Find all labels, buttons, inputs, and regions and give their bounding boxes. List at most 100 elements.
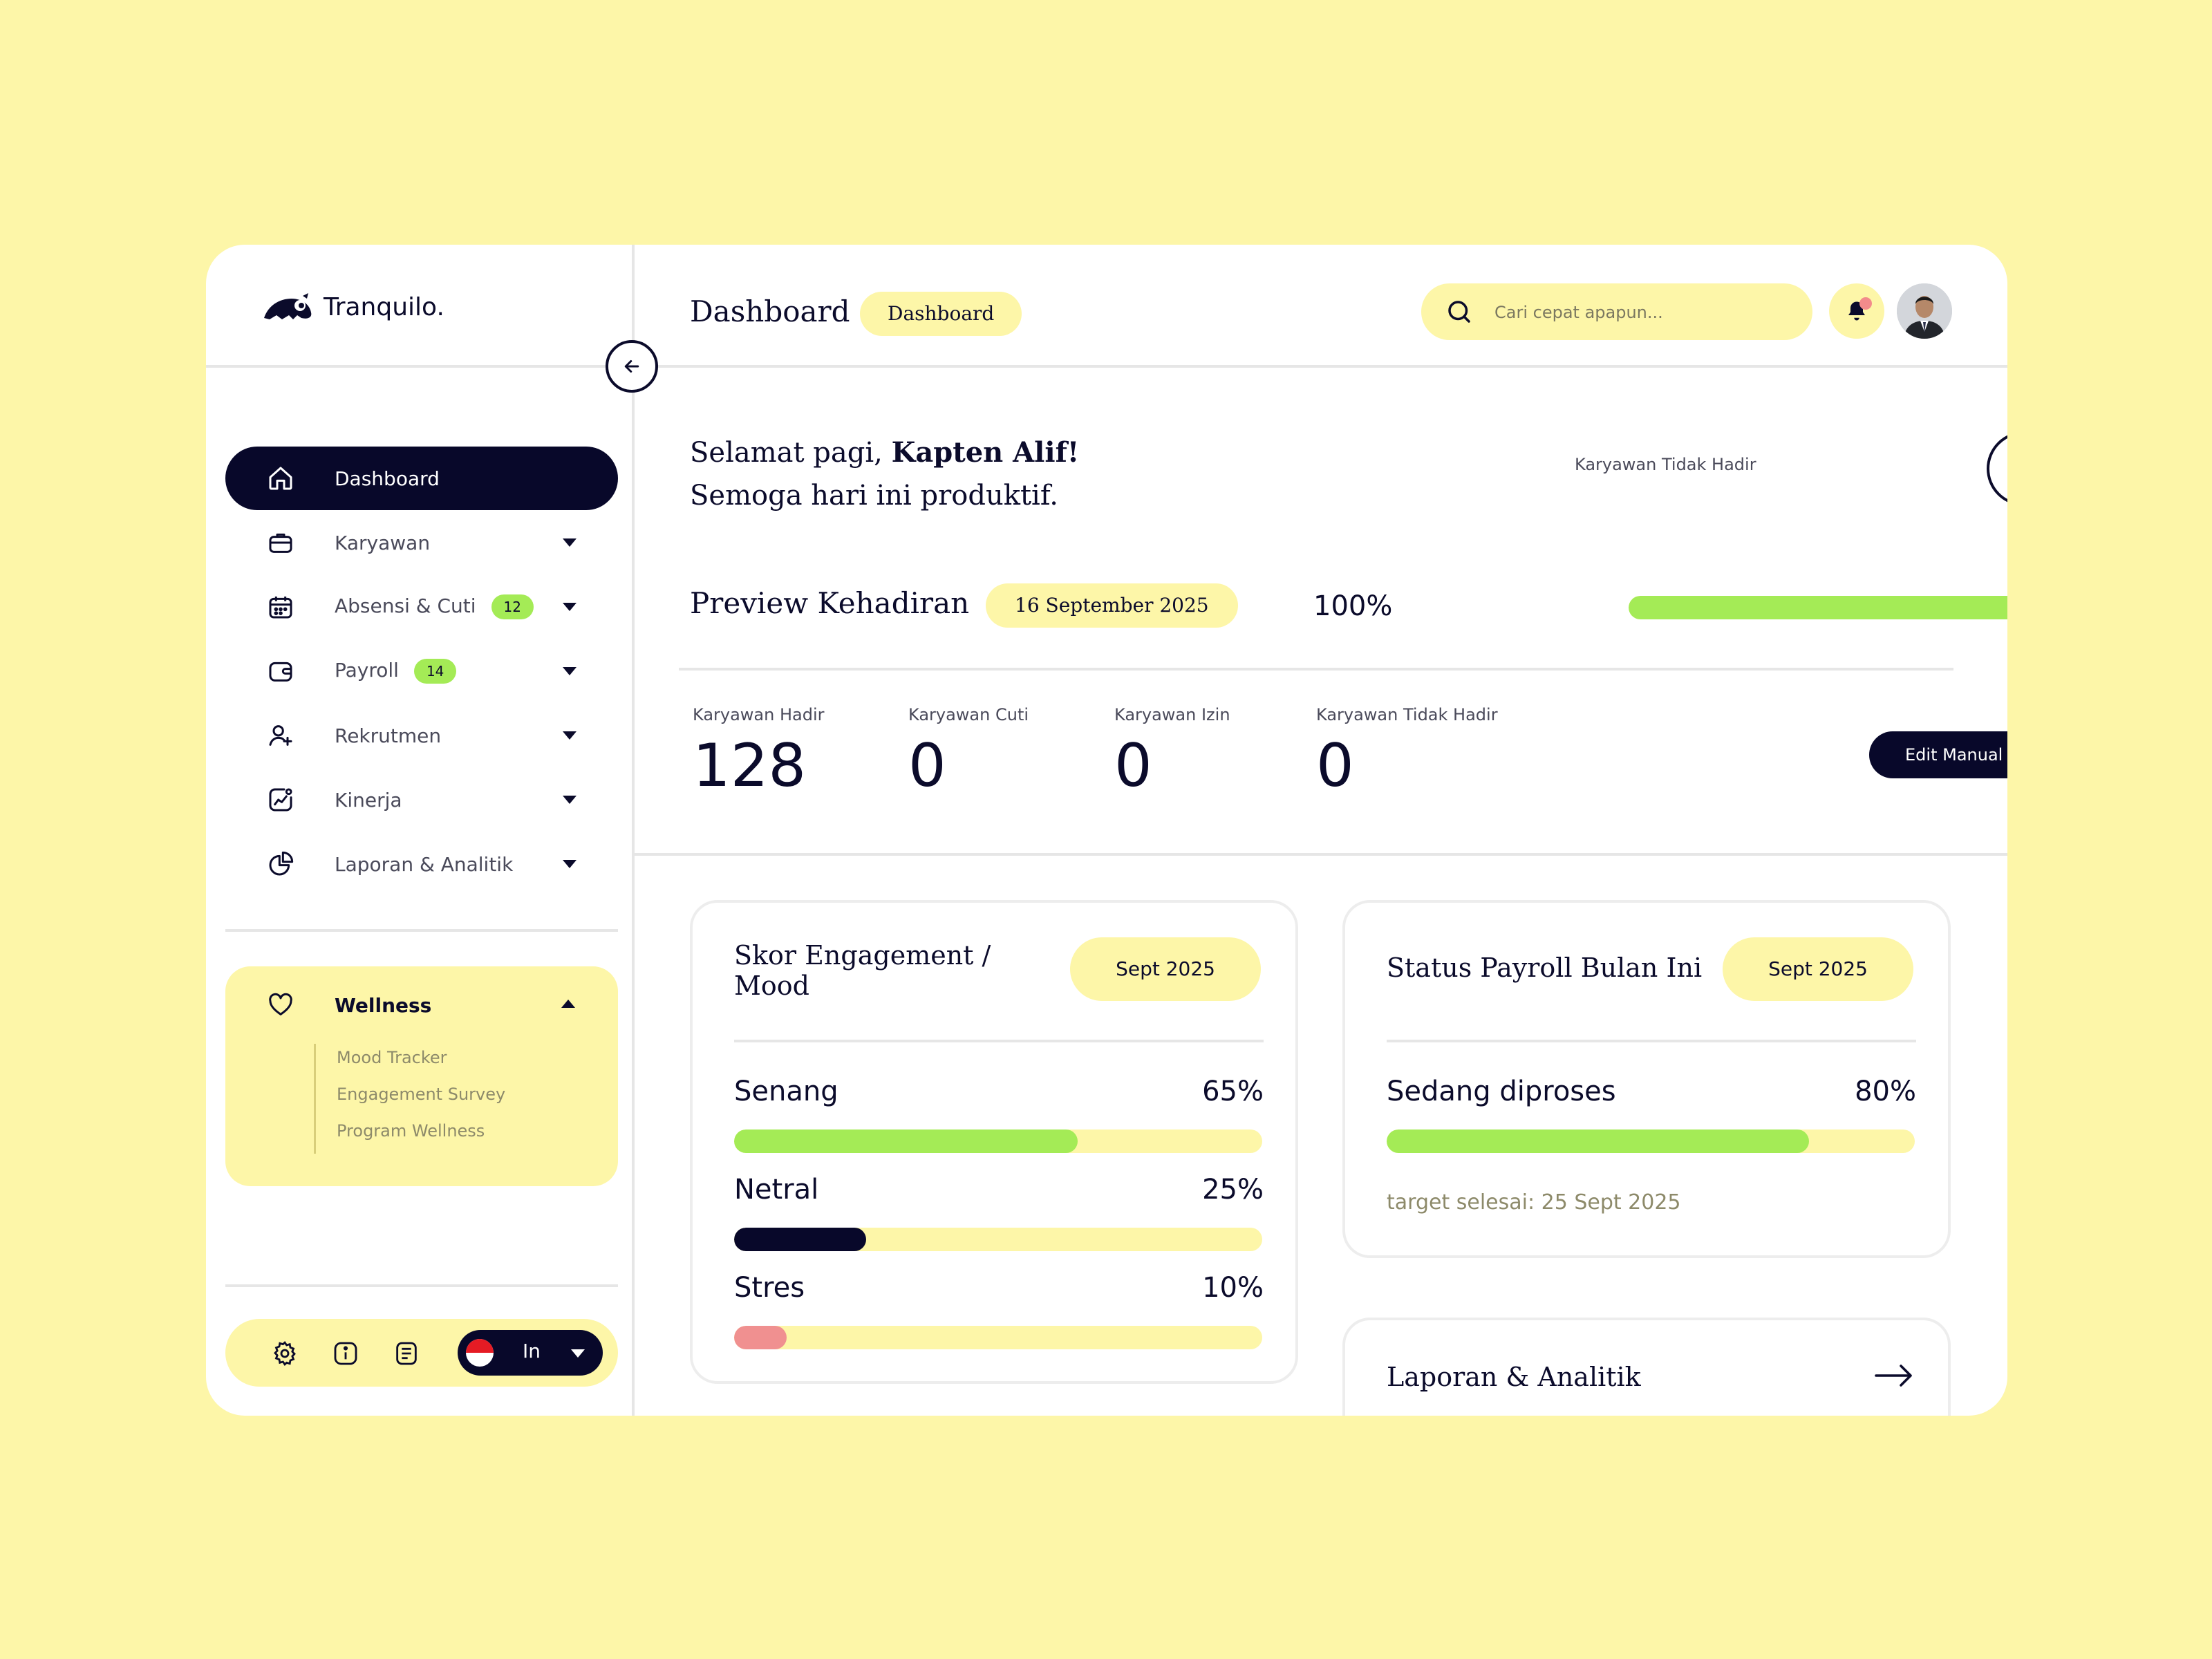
mood-bar-fill bbox=[734, 1130, 1078, 1153]
mood-label: Senang bbox=[734, 1076, 838, 1107]
search-input[interactable] bbox=[1493, 293, 1786, 332]
chevron-down-icon[interactable] bbox=[563, 603, 577, 611]
period-pill[interactable]: Sept 2025 bbox=[1723, 937, 1913, 1001]
sidebar-divider bbox=[225, 1284, 618, 1287]
brand-logo[interactable]: Tranquilo. bbox=[261, 292, 444, 322]
sidebar-item-payroll[interactable]: Payroll 14 bbox=[225, 639, 618, 703]
user-plus-icon bbox=[267, 722, 294, 749]
briefcase-icon bbox=[267, 529, 294, 556]
attendance-date[interactable]: 16 September 2025 bbox=[986, 583, 1238, 628]
chevron-down-icon[interactable] bbox=[563, 796, 577, 804]
engagement-card: Skor Engagement / Mood Sept 2025 Senang … bbox=[690, 900, 1298, 1384]
sidebar-item-label: Rekrutmen bbox=[335, 724, 442, 747]
performance-chart-icon bbox=[267, 786, 294, 814]
wellness-section: Wellness Mood Tracker Engagement Survey … bbox=[225, 966, 618, 1186]
absent-employees-label: Karyawan Tidak Hadir bbox=[1575, 455, 1756, 474]
mood-bar bbox=[734, 1228, 1262, 1251]
user-avatar-icon bbox=[1897, 283, 1952, 339]
edit-attendance-button[interactable]: Edit Manual Kehadiran bbox=[1869, 731, 2007, 778]
brand-name: Tranquilo. bbox=[324, 292, 444, 321]
language-selector[interactable]: In bbox=[458, 1330, 603, 1376]
mood-bar bbox=[734, 1130, 1262, 1153]
chevron-down-icon[interactable] bbox=[563, 667, 577, 675]
document-button[interactable] bbox=[1987, 431, 2007, 506]
language-code: In bbox=[523, 1340, 541, 1362]
payroll-percent: 80% bbox=[1855, 1076, 1916, 1107]
sidebar-item-label: Wellness bbox=[335, 993, 432, 1017]
submenu-item-program-wellness[interactable]: Program Wellness bbox=[337, 1121, 485, 1141]
mood-bar bbox=[734, 1326, 1262, 1349]
heart-icon bbox=[269, 993, 292, 1015]
chevron-up-icon[interactable] bbox=[561, 1000, 575, 1008]
sidebar-item-dashboard[interactable]: Dashboard bbox=[225, 447, 618, 510]
sidebar-item-label: Karyawan bbox=[335, 531, 431, 554]
arrow-right-icon[interactable] bbox=[1873, 1362, 1915, 1389]
notification-button[interactable] bbox=[1829, 283, 1884, 339]
home-icon bbox=[267, 465, 294, 492]
document-list-icon[interactable] bbox=[393, 1340, 420, 1367]
user-name: Kapten Alif! bbox=[891, 436, 1080, 469]
attendance-progress-fill bbox=[1629, 596, 2007, 619]
gear-icon[interactable] bbox=[271, 1340, 299, 1367]
main-divider bbox=[635, 853, 2007, 856]
collapse-sidebar-button[interactable] bbox=[606, 340, 658, 393]
sidebar-divider bbox=[206, 365, 635, 368]
mood-bar-fill bbox=[734, 1326, 787, 1349]
pie-chart-icon bbox=[267, 850, 294, 878]
main-content: Dashboard Dashboard Selamat pagi, Kapten… bbox=[635, 245, 2007, 1416]
breadcrumb[interactable]: Dashboard bbox=[860, 292, 1022, 336]
sidebar-item-laporan[interactable]: Laporan & Analitik bbox=[225, 832, 618, 896]
card-divider bbox=[734, 1040, 1264, 1042]
mood-percent: 10% bbox=[1202, 1272, 1264, 1304]
app-window: Tranquilo. Dashboard Karyawan bbox=[206, 245, 2007, 1416]
payroll-progress-fill bbox=[1387, 1130, 1810, 1153]
card-title: Laporan & Analitik bbox=[1387, 1362, 1641, 1392]
arrow-left-icon bbox=[624, 360, 639, 373]
sidebar: Tranquilo. Dashboard Karyawan bbox=[206, 245, 635, 1416]
sidebar-item-rekrutmen[interactable]: Rekrutmen bbox=[225, 704, 618, 767]
sidebar-item-label: Kinerja bbox=[335, 788, 402, 812]
attendance-percent: 100% bbox=[1313, 590, 1393, 622]
sidebar-item-karyawan[interactable]: Karyawan bbox=[225, 511, 618, 574]
sloth-logo-icon bbox=[264, 293, 312, 319]
info-icon[interactable] bbox=[332, 1340, 359, 1367]
sidebar-item-label: Payroll 14 bbox=[335, 659, 457, 684]
chevron-down-icon[interactable] bbox=[563, 860, 577, 868]
section-divider bbox=[679, 668, 1953, 671]
notification-dot bbox=[1859, 297, 1872, 310]
sidebar-item-absensi[interactable]: Absensi & Cuti 12 bbox=[225, 575, 618, 639]
sidebar-nav: Dashboard Karyawan Absensi & Cuti 12 bbox=[225, 447, 618, 897]
mood-bar-fill bbox=[734, 1228, 866, 1251]
stat-leave: Karyawan Cuti 0 bbox=[908, 705, 1029, 800]
sidebar-item-wellness[interactable]: Wellness bbox=[267, 990, 431, 1020]
mood-percent: 25% bbox=[1202, 1174, 1264, 1206]
submenu-item-mood-tracker[interactable]: Mood Tracker bbox=[337, 1048, 447, 1067]
chevron-down-icon[interactable] bbox=[563, 731, 577, 740]
sidebar-item-label: Dashboard bbox=[335, 467, 440, 490]
wellness-submenu: Mood Tracker Engagement Survey Program W… bbox=[314, 1044, 505, 1154]
sidebar-item-label: Absensi & Cuti 12 bbox=[335, 594, 534, 619]
greeting: Selamat pagi, Kapten Alif! Semoga hari i… bbox=[690, 436, 1080, 512]
header-divider bbox=[635, 365, 2007, 368]
card-title: Status Payroll Bulan Ini bbox=[1387, 953, 1703, 983]
sidebar-item-kinerja[interactable]: Kinerja bbox=[225, 768, 618, 832]
sidebar-item-label: Laporan & Analitik bbox=[335, 852, 514, 876]
edit-attendance-label: Edit Manual Kehadiran bbox=[1905, 745, 2007, 765]
count-badge: 14 bbox=[413, 659, 457, 684]
mood-label: Stres bbox=[734, 1272, 805, 1304]
period-pill[interactable]: Sept 2025 bbox=[1070, 937, 1261, 1001]
chevron-down-icon bbox=[571, 1349, 585, 1358]
card-title: Skor Engagement / Mood bbox=[734, 940, 991, 1001]
submenu-item-engagement-survey[interactable]: Engagement Survey bbox=[337, 1085, 506, 1104]
page-title: Dashboard bbox=[690, 294, 850, 328]
stat-permission: Karyawan Izin 0 bbox=[1114, 705, 1230, 800]
search-icon bbox=[1448, 301, 1470, 323]
stat-present: Karyawan Hadir 128 bbox=[693, 705, 825, 800]
count-badge: 12 bbox=[491, 594, 534, 619]
sidebar-bottom-bar: In bbox=[225, 1319, 618, 1387]
wallet-icon bbox=[267, 657, 294, 685]
reports-card[interactable]: Laporan & Analitik bbox=[1342, 1318, 1951, 1416]
avatar[interactable] bbox=[1897, 283, 1952, 339]
chevron-down-icon[interactable] bbox=[563, 538, 577, 547]
sidebar-divider bbox=[225, 929, 618, 932]
